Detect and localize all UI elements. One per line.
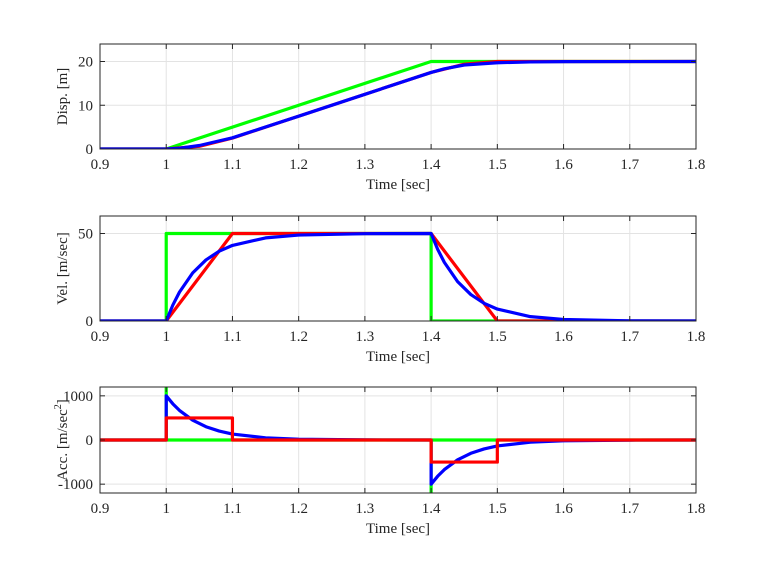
x-tick-label: 1.1 <box>223 157 242 173</box>
x-tick-label: 1.1 <box>223 501 242 517</box>
y-tick-label: 0 <box>86 142 94 158</box>
x-tick-label: 1.5 <box>488 157 507 173</box>
series-group <box>100 387 696 493</box>
y-tick-label: 1000 <box>63 389 93 405</box>
x-tick-label: 1 <box>162 329 170 345</box>
chart-panel-2: 0.9 1 1.1 1.2 1.3 1.4 1.5 1.6 1.7 1.8 0 50 Time [sec… <box>55 215 706 365</box>
x-tick-label: 1.5 <box>488 329 507 345</box>
x-tick-label: 1.3 <box>356 501 375 517</box>
x-axis-label: Time [sec] <box>366 521 430 537</box>
y-axis-label-close: ] <box>55 399 71 404</box>
y-axis-label: Acc. [m/sec2] <box>53 399 71 481</box>
y-axis-label: Disp. [m] <box>55 68 71 126</box>
y-tick-label: -1000 <box>58 477 93 493</box>
x-tick-label: 1.8 <box>687 501 706 517</box>
y-axis-label-text: Vel. [m/sec] <box>55 232 71 304</box>
x-tick-label: 1.4 <box>422 501 441 517</box>
x-axis-label: Time [sec] <box>366 349 430 365</box>
series-group <box>100 231 696 321</box>
x-tick-label: 1.8 <box>687 329 706 345</box>
x-tick-label: 0.9 <box>91 329 110 345</box>
x-tick-label: 1 <box>162 157 170 173</box>
x-axis-label: Time [sec] <box>366 177 430 193</box>
x-tick-label: 1.5 <box>488 501 507 517</box>
plot-area <box>100 216 696 321</box>
x-tick-label: 1.4 <box>422 157 441 173</box>
x-tick-label: 1.1 <box>223 329 242 345</box>
x-tick-label: 1.4 <box>422 329 441 345</box>
series-line-blue <box>100 231 696 321</box>
axes-box <box>99 43 697 150</box>
x-tick-label: 1.6 <box>554 329 573 345</box>
x-tick-label: 0.9 <box>91 157 110 173</box>
y-tick-label: 0 <box>86 314 94 330</box>
x-tick-label: 1.6 <box>554 501 573 517</box>
x-tick-label: 1.7 <box>620 157 639 173</box>
x-tick-label: 1.7 <box>620 329 639 345</box>
x-tick-label: 1.3 <box>356 157 375 173</box>
y-axis-label-text: Disp. [m] <box>55 68 71 126</box>
x-tick-label: 1.7 <box>620 501 639 517</box>
y-axis-label-superscript: 2 <box>53 404 64 409</box>
y-axis-label: Vel. [m/sec] <box>55 232 71 304</box>
y-tick-label: 20 <box>78 55 93 71</box>
axes-box <box>99 215 697 322</box>
series-line-red <box>100 416 696 464</box>
y-tick-label: 0 <box>86 433 94 449</box>
x-tick-label: 0.9 <box>91 501 110 517</box>
series-line-blue <box>100 59 696 149</box>
x-tick-label: 1.2 <box>289 329 308 345</box>
x-tick-label: 1 <box>162 501 170 517</box>
x-tick-label: 1.8 <box>687 157 706 173</box>
x-tick-label: 1.6 <box>554 157 573 173</box>
y-axis-label-text: Acc. [m/sec <box>55 409 71 481</box>
chart-panel-1: 0.9 1 1.1 1.2 1.3 1.4 1.5 1.6 1.7 1.8 0 10 20 Time [s… <box>55 43 706 193</box>
x-tick-label: 1.2 <box>289 157 308 173</box>
x-tick-label: 1.2 <box>289 501 308 517</box>
plot-area <box>100 44 696 149</box>
chart-panel-3: 0.9 1 1.1 1.2 1.3 1.4 1.5 1.6 1.7 1.8 -1000 0 1000 Ti… <box>53 386 706 537</box>
y-tick-label: 50 <box>78 227 93 243</box>
x-tick-label: 1.3 <box>356 329 375 345</box>
y-tick-label: 10 <box>78 98 93 114</box>
